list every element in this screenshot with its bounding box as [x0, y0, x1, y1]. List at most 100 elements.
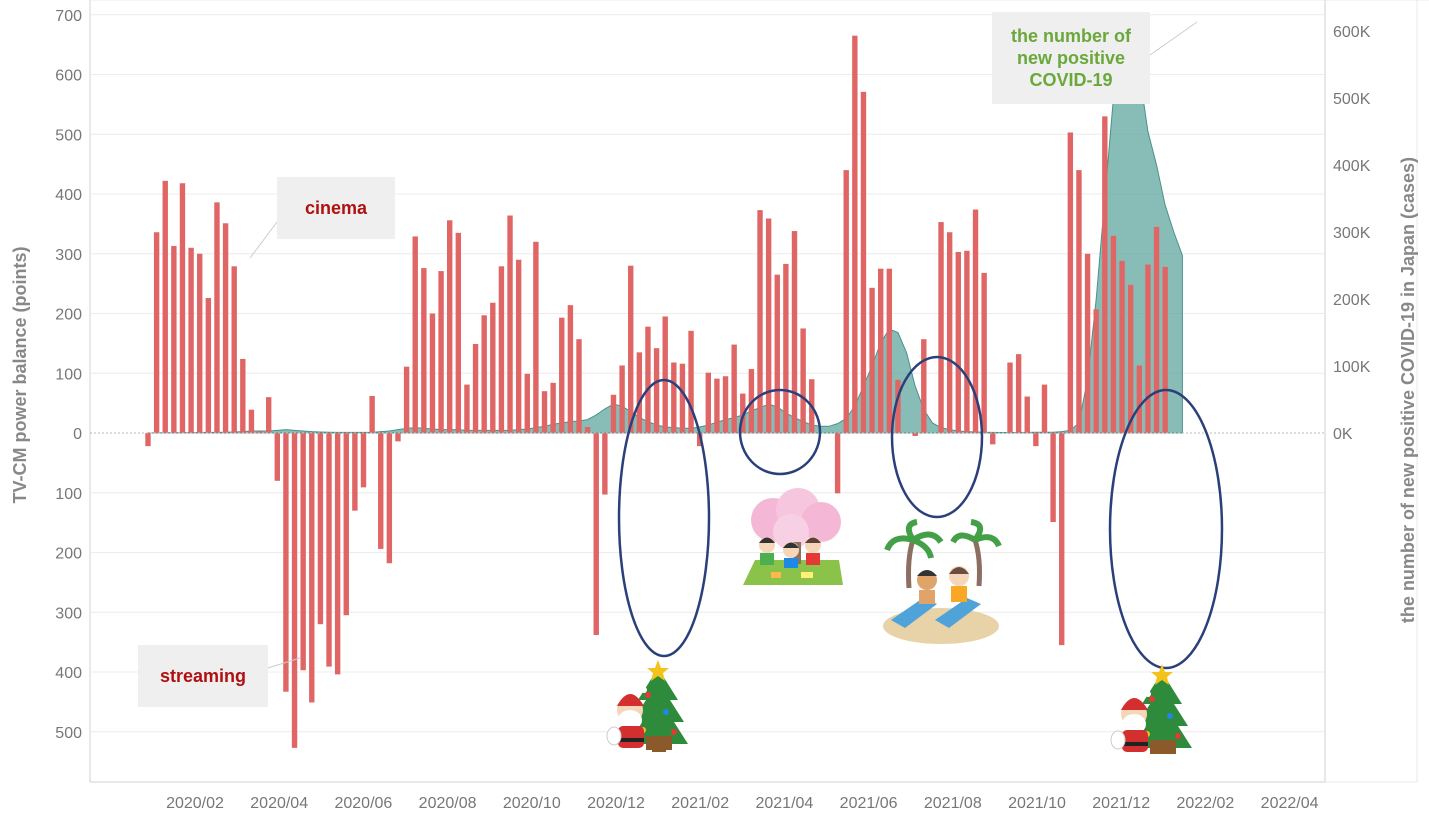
y-tick-label: 400 [55, 187, 82, 204]
y2-tick-label: 0K [1333, 426, 1353, 443]
cinema-callout: cinema [277, 177, 395, 239]
y-tick-label: 700 [55, 8, 82, 25]
x-tick-label: 2020/10 [503, 795, 561, 812]
power-balance-bar [912, 433, 918, 436]
y-tick-label: 100 [55, 366, 82, 383]
power-balance-bar [240, 358, 246, 433]
power-balance-bar [153, 232, 160, 433]
power-balance-bar [481, 315, 487, 433]
y2-axis-ticks: 600K 500K 400K 300K 200K 100K 0K [1333, 24, 1371, 443]
power-balance-bar [188, 247, 194, 433]
power-balance-bar [455, 232, 462, 433]
power-balance-bar [981, 272, 987, 433]
y-tick-label: 300 [55, 247, 82, 264]
power-balance-bar [1015, 354, 1022, 433]
x-tick-label: 2021/12 [1092, 795, 1150, 812]
power-balance-bar [334, 433, 341, 675]
y-tick-label: 200 [55, 546, 82, 563]
power-balance-bar [1033, 433, 1039, 447]
power-balance-bar [1041, 384, 1048, 433]
power-balance-bar [507, 215, 513, 433]
y-axis-ticks: 700 600 500 400 300 200 100 0 100 200 300 400 500 [55, 8, 82, 742]
x-tick-label: 2020/04 [250, 795, 308, 812]
power-balance-bar [1050, 433, 1056, 523]
power-balance-bar [447, 220, 453, 433]
power-balance-bar [429, 313, 436, 433]
power-balance-bar [1162, 266, 1168, 433]
power-balance-bar [498, 266, 505, 433]
power-balance-bar [593, 433, 599, 635]
power-balance-bar [567, 305, 574, 433]
y-tick-label: 300 [55, 605, 82, 622]
power-balance-bar [291, 433, 298, 748]
power-balance-bar [386, 433, 393, 564]
power-balance-bar [1084, 253, 1091, 433]
power-balance-bar [731, 344, 737, 433]
power-balance-bar [231, 266, 237, 433]
power-balance-bar [602, 433, 608, 495]
power-balance-bar [171, 245, 177, 433]
summer-beach-illustration [883, 519, 1002, 644]
power-balance-bar [533, 241, 539, 433]
y-tick-label: 600 [55, 68, 82, 85]
highlight-ellipse-christmas-2021 [1108, 388, 1224, 670]
highlight-ellipse-summer-2021 [890, 355, 984, 519]
highlight-ellipse-christmas-2020 [617, 378, 711, 658]
power-balance-bar [800, 328, 806, 433]
power-balance-bar [705, 372, 711, 433]
power-balance-bar [352, 433, 358, 511]
power-balance-bar [369, 395, 375, 433]
power-balance-bar [921, 339, 927, 433]
power-balance-bar [852, 35, 858, 433]
power-balance-bar [1076, 170, 1082, 433]
y-tick-label: 400 [55, 665, 82, 682]
power-balance-bar [791, 231, 798, 433]
x-tick-label: 2021/08 [924, 795, 982, 812]
streaming-callout: streaming [138, 645, 268, 707]
power-balance-bar [317, 433, 324, 625]
x-axis-ticks: 2020/02 2020/04 2020/06 2020/08 2020/10 2020/… [166, 795, 1319, 812]
x-tick-label: 2021/06 [840, 795, 898, 812]
power-balance-bar [309, 433, 315, 703]
power-balance-bar [955, 251, 961, 433]
power-balance-bar [179, 183, 186, 433]
power-balance-bar [283, 433, 289, 692]
power-balance-bar [679, 363, 686, 433]
power-balance-bar [205, 297, 212, 433]
power-balance-bar [696, 433, 703, 447]
power-balance-bar [964, 250, 970, 433]
power-balance-bar [559, 317, 565, 433]
x-tick-label: 2022/04 [1261, 795, 1319, 812]
power-balance-bar [1024, 396, 1030, 433]
x-tick-label: 2021/04 [755, 795, 813, 812]
y2-tick-label: 500K [1333, 91, 1371, 108]
power-balance-bar [1093, 309, 1099, 433]
y-tick-label: 100 [55, 486, 82, 503]
power-balance-bar [274, 433, 280, 481]
power-balance-bar [421, 268, 427, 433]
power-balance-bar [938, 222, 944, 433]
power-balance-bar [490, 302, 496, 433]
power-balance-bar [464, 384, 470, 433]
x-tick-label: 2020/02 [166, 795, 224, 812]
y2-tick-label: 600K [1333, 24, 1371, 41]
power-balance-bar [946, 232, 953, 433]
y2-tick-label: 400K [1333, 158, 1371, 175]
x-tick-label: 2021/02 [671, 795, 729, 812]
power-balance-bars [145, 35, 1168, 748]
covid-callout: the number of new positive COVID-19 [992, 12, 1150, 104]
power-balance-bar [360, 433, 367, 488]
x-tick-label: 2020/08 [419, 795, 477, 812]
highlight-ellipse-spring-2021 [738, 388, 822, 476]
y2-tick-label: 300K [1333, 225, 1371, 242]
power-balance-bar [412, 236, 418, 433]
covid-callout-text: the number of new positive COVID-19 [1011, 26, 1131, 90]
power-balance-bar [265, 397, 272, 433]
power-balance-bar [895, 379, 901, 433]
power-balance-bar [834, 433, 841, 494]
power-balance-bar [636, 352, 643, 433]
power-balance-bar [628, 265, 634, 433]
power-balance-bar [671, 362, 677, 433]
power-balance-bar [783, 263, 789, 433]
